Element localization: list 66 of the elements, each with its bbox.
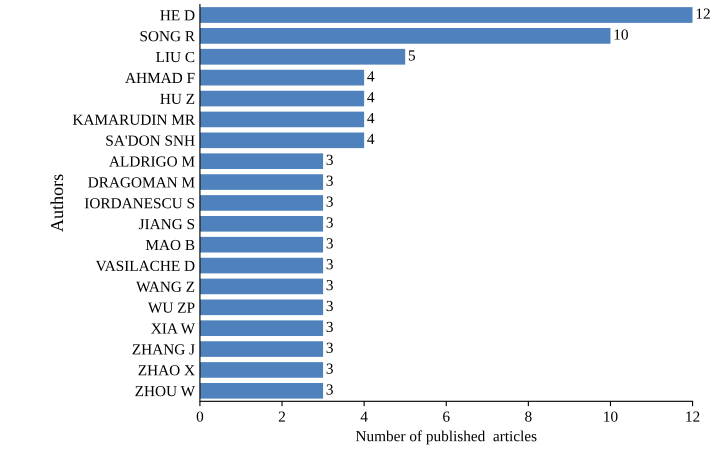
y-tick-label: ALDRIGO M	[109, 156, 195, 167]
y-axis-title: Authors	[50, 174, 64, 232]
x-tick-label: 8	[525, 411, 532, 422]
data-label: 10	[614, 29, 628, 40]
data-label: 3	[326, 176, 333, 186]
bar	[200, 132, 364, 148]
data-label: 3	[326, 342, 333, 353]
data-label: 3	[326, 259, 333, 270]
data-label: 5	[408, 50, 416, 61]
bar	[200, 7, 693, 23]
x-tick-label: 4	[360, 412, 368, 422]
bar	[200, 278, 324, 294]
y-tick-label: ZHOU W	[135, 386, 196, 396]
x-tick-label: 6	[443, 411, 450, 422]
data-label: 4	[367, 71, 374, 82]
y-tick-label: DRAGOMAN M	[88, 177, 195, 188]
y-tick-label: WANG Z	[136, 282, 194, 292]
y-tick-label: SONG R	[140, 31, 196, 42]
bar	[200, 362, 324, 378]
bar	[200, 48, 406, 65]
bar	[200, 236, 324, 253]
y-tick-label: JIANG S	[138, 218, 194, 230]
bar	[200, 341, 324, 357]
y-tick-label: VASILACHE D	[96, 260, 194, 272]
y-tick-label: SA'DON SNH	[106, 135, 195, 146]
bar	[200, 320, 324, 336]
x-axis-title: Number of published articles	[356, 430, 536, 444]
bar	[200, 90, 364, 106]
bar	[200, 299, 324, 316]
data-label: 4	[367, 134, 374, 144]
data-label: 3	[326, 300, 333, 312]
bar	[200, 383, 324, 399]
data-label: 12	[696, 8, 710, 19]
data-label: 4	[367, 113, 374, 124]
x-tick-label: 0	[196, 411, 204, 422]
data-label: 3	[326, 196, 333, 207]
y-tick-label: HE D	[160, 10, 194, 20]
data-label: 3	[326, 238, 333, 249]
bar	[200, 112, 364, 128]
x-tick-label: 2	[278, 411, 286, 422]
x-tick-label: 10	[604, 411, 618, 422]
bar	[200, 216, 324, 232]
bar	[200, 258, 324, 274]
data-label: 3	[326, 154, 333, 165]
data-label: 3	[326, 364, 333, 374]
y-tick-label: ZHANG J	[132, 344, 195, 355]
bar	[200, 174, 324, 190]
bar	[200, 70, 364, 86]
bar	[200, 28, 610, 44]
data-label: 3	[326, 280, 333, 290]
y-tick-label: KAMARUDIN MR	[72, 114, 196, 125]
y-tick-label: LIU C	[156, 52, 194, 62]
y-tick-label: XIA W	[151, 323, 196, 334]
data-label: 3	[326, 322, 333, 332]
y-tick-label: MAO B	[146, 240, 194, 250]
data-label: 4	[367, 92, 374, 102]
data-label: 3	[326, 217, 333, 228]
x-tick-label: 12	[686, 411, 700, 422]
y-tick-label: ZHAO X	[138, 365, 195, 376]
data-label: 3	[326, 384, 333, 395]
y-tick-label: WU ZP	[148, 302, 194, 313]
bar	[200, 195, 324, 211]
bar	[200, 153, 324, 169]
y-tick-label: HU Z	[160, 94, 194, 104]
y-tick-label: IORDANESCU S	[84, 198, 194, 208]
y-tick-label: AHMAD F	[125, 72, 195, 83]
